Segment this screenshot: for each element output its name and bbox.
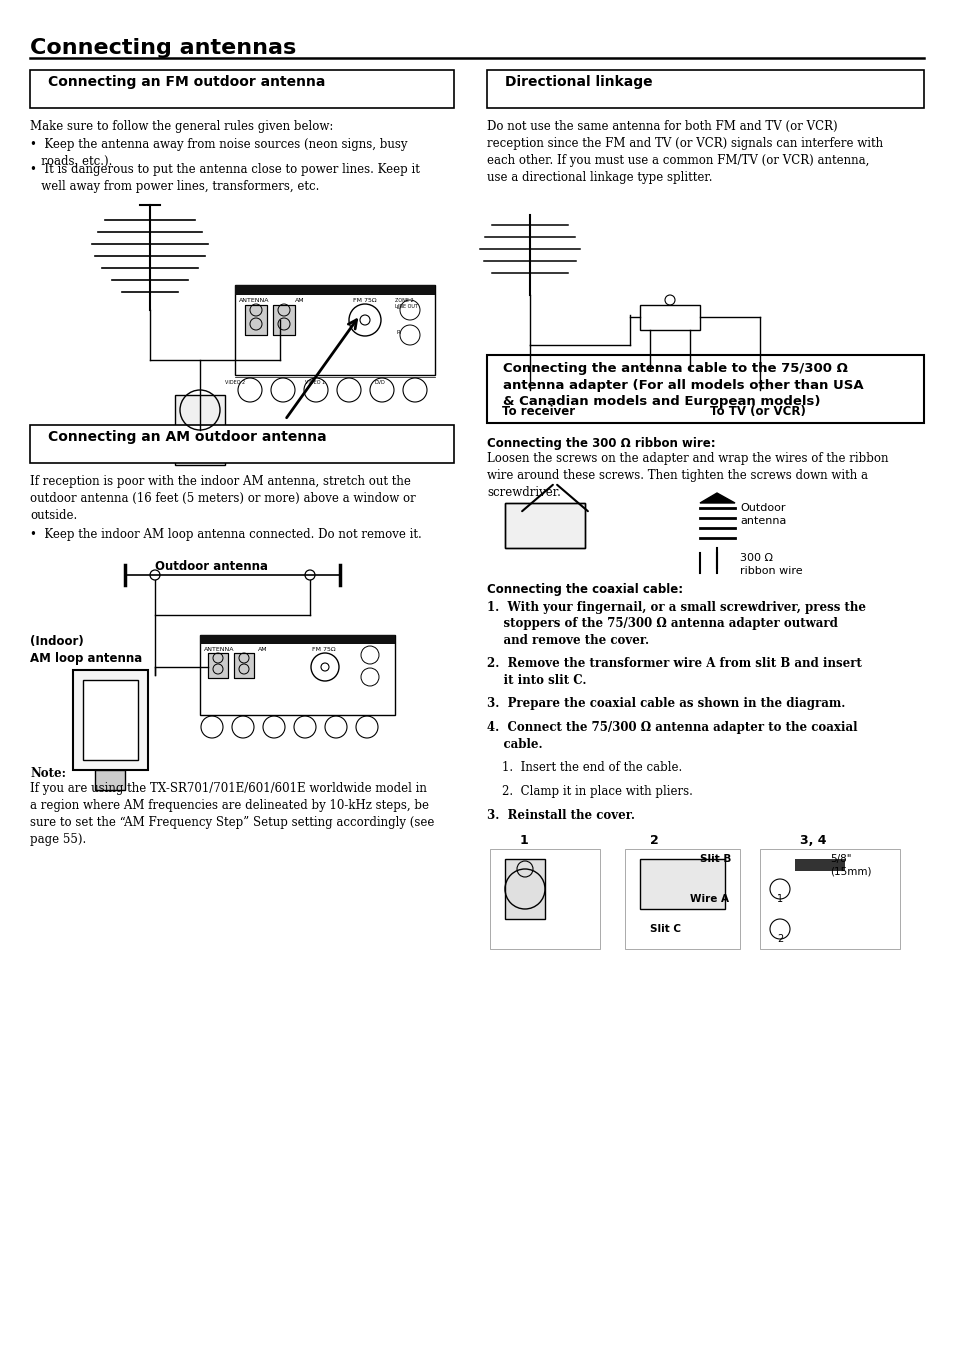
Text: To receiver: To receiver xyxy=(501,405,575,417)
Text: •  Keep the indoor AM loop antenna connected. Do not remove it.: • Keep the indoor AM loop antenna connec… xyxy=(30,528,421,540)
Bar xyxy=(273,305,294,335)
Text: Connecting the 300 Ω ribbon wire:: Connecting the 300 Ω ribbon wire: xyxy=(486,436,715,450)
Text: AM: AM xyxy=(294,299,304,303)
Text: If you are using the TX-SR701/701E/601/601E worldwide model in
a region where AM: If you are using the TX-SR701/701E/601/6… xyxy=(30,782,434,846)
Bar xyxy=(245,305,267,335)
Bar xyxy=(624,848,740,948)
Text: If reception is poor with the indoor AM antenna, stretch out the
outdoor antenna: If reception is poor with the indoor AM … xyxy=(30,476,416,521)
Bar xyxy=(174,394,225,465)
Bar xyxy=(234,285,435,376)
Bar xyxy=(208,653,228,678)
Bar xyxy=(794,859,844,871)
Text: Directional linkage: Directional linkage xyxy=(504,76,652,89)
Text: •  Keep the antenna away from noise sources (neon signs, busy
   roads, etc.).: • Keep the antenna away from noise sourc… xyxy=(30,138,407,168)
Text: (Indoor)
AM loop antenna: (Indoor) AM loop antenna xyxy=(30,635,142,665)
Text: Loosen the screws on the adapter and wrap the wires of the ribbon
wire around th: Loosen the screws on the adapter and wra… xyxy=(486,453,887,499)
Text: Connecting antennas: Connecting antennas xyxy=(30,38,296,58)
Text: 1: 1 xyxy=(776,894,782,904)
Text: Outdoor
antenna: Outdoor antenna xyxy=(740,503,785,526)
Bar xyxy=(760,848,899,948)
Polygon shape xyxy=(700,493,734,503)
Bar xyxy=(504,503,584,549)
Text: 1.  Insert the end of the cable.: 1. Insert the end of the cable. xyxy=(486,761,681,774)
Bar xyxy=(208,653,228,678)
Text: ZONE 2
LINE OUT: ZONE 2 LINE OUT xyxy=(395,299,417,309)
Bar xyxy=(234,285,435,295)
Text: 1.  With your fingernail, or a small screwdriver, press the
    stoppers of the : 1. With your fingernail, or a small scre… xyxy=(486,601,865,647)
Text: 2.  Remove the transformer wire A from slit B and insert
    it into slit C.: 2. Remove the transformer wire A from sl… xyxy=(486,657,861,686)
Text: 2: 2 xyxy=(776,934,782,944)
Bar xyxy=(504,503,584,549)
Text: L: L xyxy=(396,305,399,309)
Bar xyxy=(30,70,454,108)
Bar xyxy=(486,70,923,108)
Text: Connecting an FM outdoor antenna: Connecting an FM outdoor antenna xyxy=(48,76,325,89)
Text: VIDEO 2: VIDEO 2 xyxy=(225,380,245,385)
Bar xyxy=(95,770,125,790)
Text: Connecting an AM outdoor antenna: Connecting an AM outdoor antenna xyxy=(48,430,326,444)
Bar xyxy=(30,426,454,463)
Text: 2.  Clamp it in place with pliers.: 2. Clamp it in place with pliers. xyxy=(486,785,692,798)
Bar xyxy=(200,635,395,644)
Text: FM 75Ω: FM 75Ω xyxy=(312,647,335,653)
Bar xyxy=(504,859,544,919)
Text: FM 75Ω: FM 75Ω xyxy=(353,299,376,303)
Bar xyxy=(233,653,253,678)
Text: Slit C: Slit C xyxy=(649,924,680,934)
Bar xyxy=(83,680,138,761)
Text: R: R xyxy=(396,330,400,335)
Bar xyxy=(233,653,253,678)
Text: To TV (or VCR): To TV (or VCR) xyxy=(709,405,805,417)
Text: •  It is dangerous to put the antenna close to power lines. Keep it
   well away: • It is dangerous to put the antenna clo… xyxy=(30,163,419,193)
Text: Connecting the coaxial cable:: Connecting the coaxial cable: xyxy=(486,584,682,596)
Bar xyxy=(73,670,148,770)
Text: Make sure to follow the general rules given below:: Make sure to follow the general rules gi… xyxy=(30,120,333,132)
Bar xyxy=(490,848,599,948)
Text: Connecting the antenna cable to the 75/300 Ω
antenna adapter (For all models oth: Connecting the antenna cable to the 75/3… xyxy=(502,362,862,408)
Text: Outdoor antenna: Outdoor antenna xyxy=(154,561,268,573)
Text: Slit B: Slit B xyxy=(700,854,731,865)
Text: ANTENNA: ANTENNA xyxy=(239,299,269,303)
Bar xyxy=(245,305,267,335)
Text: Note:: Note: xyxy=(30,767,66,780)
Text: 5/8"
(15mm): 5/8" (15mm) xyxy=(829,854,871,877)
Text: ANTENNA: ANTENNA xyxy=(204,647,234,653)
Text: 3, 4: 3, 4 xyxy=(800,834,825,847)
Text: VIDEO 1: VIDEO 1 xyxy=(305,380,325,385)
Text: 3.  Prepare the coaxial cable as shown in the diagram.: 3. Prepare the coaxial cable as shown in… xyxy=(486,697,844,711)
Bar xyxy=(639,859,724,909)
Text: Wire A: Wire A xyxy=(689,894,728,904)
Bar xyxy=(486,355,923,423)
Bar xyxy=(273,305,294,335)
Bar xyxy=(639,305,700,330)
Text: 4.  Connect the 75/300 Ω antenna adapter to the coaxial
    cable.: 4. Connect the 75/300 Ω antenna adapter … xyxy=(486,721,857,751)
Text: AM: AM xyxy=(257,647,268,653)
Text: DVD: DVD xyxy=(375,380,385,385)
Text: 1: 1 xyxy=(519,834,528,847)
Text: Do not use the same antenna for both FM and TV (or VCR)
reception since the FM a: Do not use the same antenna for both FM … xyxy=(486,120,882,184)
Text: 3.  Reinstall the cover.: 3. Reinstall the cover. xyxy=(486,809,635,821)
Text: 2: 2 xyxy=(649,834,659,847)
Bar xyxy=(200,635,395,715)
Text: 300 Ω
ribbon wire: 300 Ω ribbon wire xyxy=(740,553,801,576)
